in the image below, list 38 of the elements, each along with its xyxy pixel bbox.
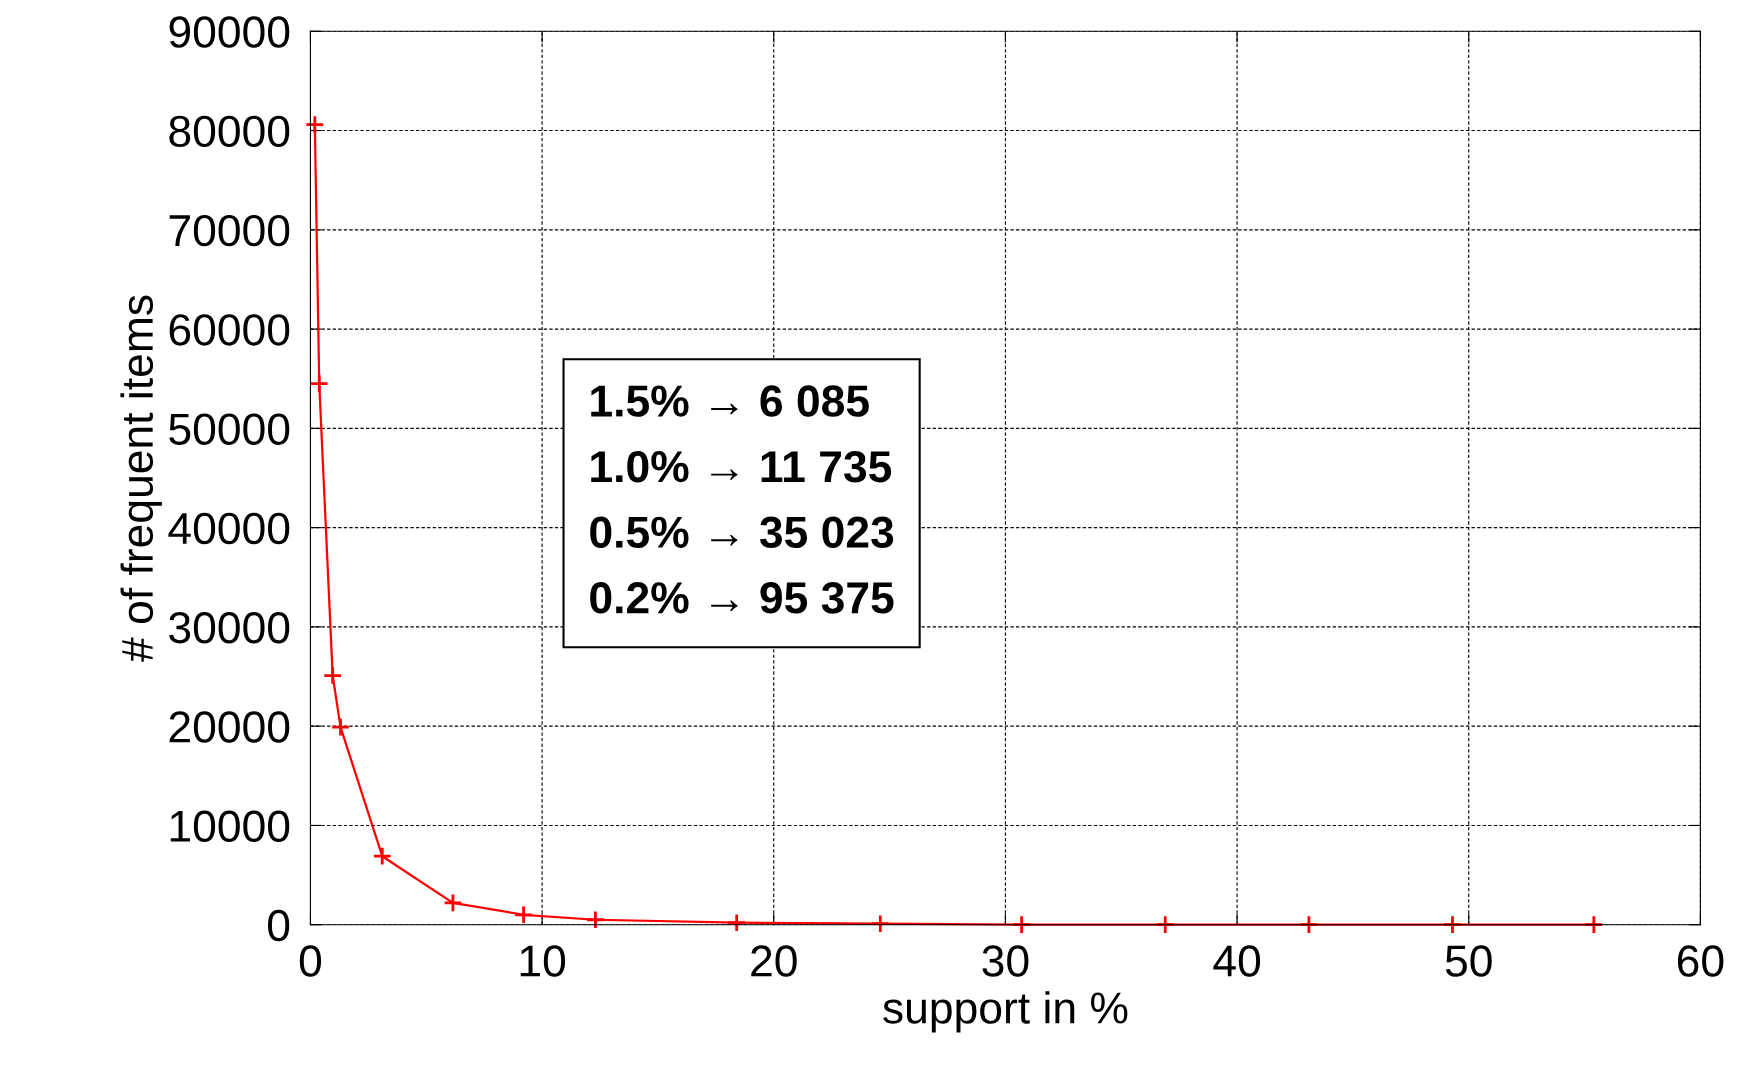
- point: [1155, 914, 1175, 935]
- point: [443, 893, 463, 913]
- point: [1584, 914, 1604, 935]
- x-tick-label: 30: [982, 945, 1029, 977]
- y-tick-label: 30000: [169, 611, 290, 644]
- annotation: 0.2% → 95 375: [590, 582, 894, 614]
- x-tick-label: 10: [520, 945, 566, 977]
- x-axis-title: support in %: [883, 991, 1128, 1033]
- annotation: 0.5% → 35 023: [590, 516, 894, 549]
- x-tick-label: 50: [1445, 945, 1492, 977]
- point: [1442, 914, 1463, 935]
- point: [1011, 914, 1032, 935]
- x-tick-label: 20: [751, 945, 797, 977]
- point: [322, 665, 343, 686]
- annotation: 1.5% → 6 085: [591, 385, 869, 417]
- annotation: 1.0% → 11 735: [591, 450, 892, 483]
- y-tick-label: 70000: [169, 214, 290, 247]
- point: [1299, 914, 1319, 935]
- point: [309, 373, 329, 394]
- y-tick-label: 80000: [169, 115, 290, 148]
- x-tick-label: 0: [299, 945, 322, 977]
- point: [372, 846, 392, 866]
- y-tick-label: 20000: [169, 711, 290, 743]
- point: [585, 910, 606, 930]
- y-tick-label: 40000: [168, 512, 290, 545]
- x-tick-label: 60: [1677, 945, 1724, 977]
- point: [305, 114, 325, 135]
- point: [330, 717, 351, 737]
- y-tick-label: 0: [268, 909, 290, 942]
- point: [870, 913, 891, 934]
- y-axis-title: # of frequent items: [120, 295, 162, 662]
- y-tick-label: 90000: [169, 16, 290, 48]
- x-tick-label: 40: [1213, 945, 1261, 977]
- y-tick-label: 50000: [169, 413, 290, 445]
- y-tick-label: 10000: [170, 810, 290, 842]
- y-tick-label: 60000: [169, 314, 290, 346]
- point: [726, 912, 747, 933]
- point: [513, 905, 534, 925]
